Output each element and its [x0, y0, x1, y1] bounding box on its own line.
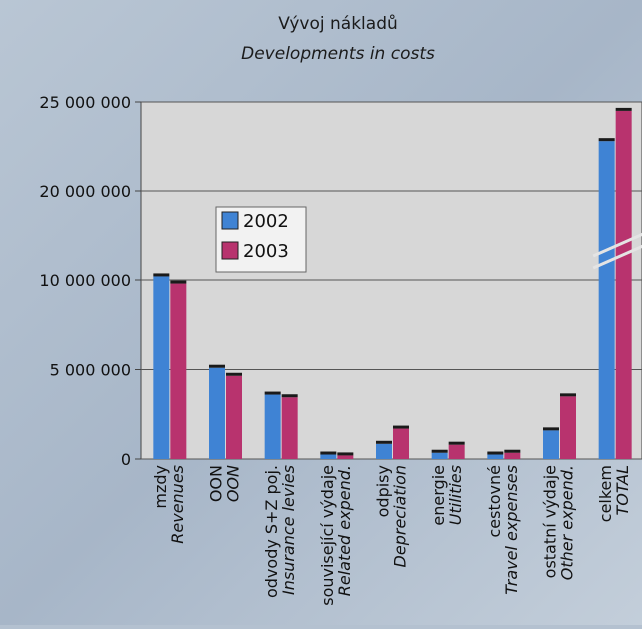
legend-swatch-2003	[221, 241, 239, 260]
bars	[153, 107, 632, 460]
bar-2003	[504, 452, 521, 459]
bar-cap-2003	[226, 372, 242, 376]
bar-cap-2002	[209, 364, 225, 368]
x-label-cz: mzdy	[151, 465, 170, 509]
x-label-en: Travel expenses	[502, 465, 521, 595]
bar-2002	[264, 394, 281, 459]
x-label-cz: ostatní výdaje	[541, 465, 560, 578]
y-tick-label: 25 000 000	[39, 93, 131, 112]
x-label-cz: odpisy	[374, 465, 393, 517]
bar-2002	[153, 276, 170, 459]
x-label-cz: cestovné	[485, 465, 504, 537]
x-label-cz: odvody S+Z poj.	[262, 465, 281, 598]
bar-cap-2003	[337, 452, 354, 456]
bar-2002	[487, 454, 504, 459]
chart-subtitle: Developments in costs	[241, 44, 435, 64]
bar-2002	[320, 454, 337, 459]
x-label-en: Related expend.	[335, 465, 354, 596]
y-tick-label: 0	[121, 450, 131, 469]
chart-title: Vývoj nákladů	[278, 14, 398, 34]
axis-break-mark	[592, 232, 642, 270]
bar-2003	[170, 283, 187, 459]
bar-2002	[543, 430, 559, 459]
bar-2003	[448, 444, 465, 459]
bar-2003	[393, 428, 409, 459]
bar-cap-2002	[431, 449, 448, 453]
bar-2003	[281, 397, 298, 459]
y-axis-ticks: 25 000 000 20 000 000 10 000 000 5 000 000 0	[39, 93, 141, 469]
break-line	[592, 244, 642, 270]
x-label-cz: energie	[429, 465, 448, 526]
bar-2002	[376, 443, 392, 459]
x-label-en: Depreciation	[391, 465, 410, 567]
x-label-en: TOTAL	[613, 465, 632, 516]
bar-2002	[431, 452, 448, 459]
bar-cap-2002	[376, 440, 392, 444]
x-label-en: Revenues	[168, 465, 187, 544]
legend-label: 2003	[243, 241, 289, 262]
bar-cap-2003	[504, 449, 521, 453]
bar-cap-2003	[170, 280, 187, 284]
bar-2003	[560, 396, 576, 459]
bar-cap-2003	[281, 394, 298, 398]
bar-cap-2003	[560, 393, 576, 397]
bar-2003	[337, 455, 354, 459]
x-label-en: OON	[224, 465, 243, 502]
bar-cap-2002	[153, 273, 170, 277]
bar-2002	[209, 367, 225, 459]
y-tick-label: 10 000 000	[39, 271, 131, 290]
bar-2003	[615, 110, 632, 460]
x-label-en: Utilities	[446, 465, 465, 525]
break-line	[592, 232, 642, 258]
legend-swatch-2002	[221, 211, 239, 230]
bar-cap-2002	[320, 451, 337, 455]
bar-cap-2003	[615, 107, 632, 111]
bar-cap-2002	[487, 451, 504, 455]
x-label-cz: související výdaje	[318, 465, 337, 606]
x-label-cz: OON	[207, 465, 226, 502]
x-label-en: Insurance levies	[279, 465, 298, 595]
bar-cap-2002	[264, 391, 281, 395]
bar-cap-2002	[598, 138, 615, 142]
y-tick-label: 20 000 000	[39, 182, 131, 201]
x-label-cz: celkem	[596, 465, 615, 522]
bar-2002	[598, 141, 615, 459]
legend: 2002 2003	[215, 206, 307, 273]
x-label-en: Other expend.	[558, 465, 577, 580]
y-tick-label: 5 000 000	[50, 361, 131, 380]
bar-2003	[226, 375, 242, 459]
bar-cap-2003	[393, 425, 409, 429]
bar-cap-2002	[543, 427, 559, 431]
legend-label: 2002	[243, 211, 289, 232]
bar-cap-2003	[448, 441, 465, 445]
